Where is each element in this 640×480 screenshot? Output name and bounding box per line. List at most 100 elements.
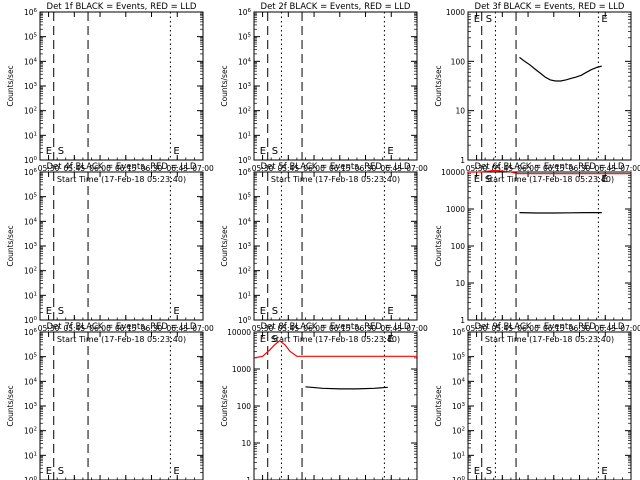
series-line bbox=[305, 386, 388, 390]
x-tick-label: 05:30 bbox=[38, 324, 60, 333]
saa-label: S bbox=[272, 146, 278, 157]
eclipse-end-label: E bbox=[173, 466, 179, 477]
y-tick-label: 102 bbox=[238, 267, 251, 276]
saa-label: S bbox=[486, 466, 492, 477]
plot-frame bbox=[253, 11, 418, 161]
y-tick-label: 101 bbox=[238, 291, 251, 300]
y-tick-label: 104 bbox=[24, 217, 38, 226]
y-tick-label: 106 bbox=[452, 328, 466, 337]
y-tick-label: 103 bbox=[24, 82, 38, 91]
x-tick-label: 06:00 bbox=[303, 164, 325, 173]
y-axis-label: Counts/sec bbox=[6, 65, 15, 106]
y-tick-label: 100 bbox=[451, 57, 466, 66]
y-tick-label: 105 bbox=[24, 353, 38, 362]
x-axis-label: Start Time (17-Feb-18 05:23:40) bbox=[271, 175, 400, 184]
y-tick-label: 103 bbox=[24, 402, 38, 411]
eclipse-end-label: E bbox=[601, 466, 607, 477]
x-axis-label: Start Time (17-Feb-18 05:23:40) bbox=[57, 335, 186, 344]
plot-frame bbox=[39, 171, 204, 321]
eclipse-start-label: E bbox=[260, 306, 266, 317]
eclipse-end-label: E bbox=[387, 146, 393, 157]
y-tick-label: 1000 bbox=[232, 365, 251, 374]
y-tick-label: 106 bbox=[24, 8, 38, 17]
saa-label: S bbox=[58, 146, 64, 157]
x-tick-label: 06:15 bbox=[115, 324, 137, 333]
x-tick-label: 07:00 bbox=[192, 164, 214, 173]
y-tick-label: 103 bbox=[452, 402, 466, 411]
x-tick-label: 05:30 bbox=[38, 164, 60, 173]
x-tick-label: 07:00 bbox=[406, 164, 428, 173]
y-tick-label: 102 bbox=[452, 427, 465, 436]
y-tick-label: 10 bbox=[455, 279, 465, 288]
x-tick-label: 05:45 bbox=[492, 164, 514, 173]
x-tick-label: 06:30 bbox=[355, 324, 377, 333]
y-tick-label: 10 bbox=[455, 107, 465, 116]
x-tick-label: 06:00 bbox=[303, 324, 325, 333]
y-tick-label: 10000 bbox=[227, 328, 251, 337]
y-tick-label: 1 bbox=[460, 316, 465, 325]
x-tick-label: 06:15 bbox=[115, 164, 137, 173]
chart-title: Det 1f BLACK = Events, RED = LLD bbox=[47, 2, 197, 12]
panel-det-2f: Det 2f BLACK = Events, RED = LLD 05:30 05:… bbox=[220, 2, 428, 184]
y-tick-label: 101 bbox=[24, 131, 37, 140]
y-axis-label: Counts/sec bbox=[220, 225, 229, 266]
eclipse-start-label: E bbox=[474, 466, 480, 477]
eclipse-start-label: E bbox=[46, 466, 52, 477]
chart-title: Det 6f BLACK = Events, RED = LLD bbox=[475, 162, 625, 172]
y-tick-label: 100 bbox=[24, 476, 38, 480]
y-tick-label: 104 bbox=[238, 57, 252, 66]
x-tick-label: 06:30 bbox=[141, 164, 163, 173]
saa-label: S bbox=[486, 174, 492, 185]
x-axis-label: Start Time (17-Feb-18 05:23:40) bbox=[271, 335, 400, 344]
x-tick-label: 07:00 bbox=[406, 324, 428, 333]
y-axis-label: Counts/sec bbox=[6, 225, 15, 266]
x-tick-label: 06:15 bbox=[543, 164, 565, 173]
plot-frame bbox=[467, 331, 632, 480]
y-axis-label: Counts/sec bbox=[220, 385, 229, 426]
saa-label: S bbox=[272, 334, 278, 345]
x-tick-label: 05:30 bbox=[252, 164, 274, 173]
x-tick-label: 06:00 bbox=[89, 324, 111, 333]
y-axis-label: Counts/sec bbox=[6, 385, 15, 426]
y-tick-label: 103 bbox=[238, 82, 252, 91]
eclipse-end-label: E bbox=[387, 306, 393, 317]
plot-frame bbox=[253, 331, 418, 480]
chart-title: Det 4f BLACK = Events, RED = LLD bbox=[47, 162, 197, 172]
x-tick-label: 06:15 bbox=[543, 324, 565, 333]
x-tick-label: 05:45 bbox=[64, 164, 86, 173]
y-tick-label: 106 bbox=[24, 168, 38, 177]
x-tick-label: 06:15 bbox=[329, 324, 351, 333]
y-axis-label: Counts/sec bbox=[434, 65, 443, 106]
y-tick-label: 1 bbox=[246, 476, 251, 480]
x-tick-label: 06:30 bbox=[355, 164, 377, 173]
eclipse-start-label: E bbox=[260, 146, 266, 157]
y-tick-label: 105 bbox=[24, 193, 38, 202]
plot-frame bbox=[39, 331, 204, 480]
y-tick-label: 1000 bbox=[446, 205, 465, 214]
x-tick-label: 07:00 bbox=[620, 164, 640, 173]
chart-title: Det 7f BLACK = Events, RED = LLD bbox=[47, 322, 197, 332]
y-axis-label: Counts/sec bbox=[434, 225, 443, 266]
saa-label: S bbox=[486, 14, 492, 25]
y-tick-label: 100 bbox=[238, 156, 252, 165]
y-tick-label: 100 bbox=[24, 156, 38, 165]
x-tick-label: 06:45 bbox=[594, 164, 616, 173]
x-axis-label: Start Time (17-Feb-18 05:23:40) bbox=[485, 335, 614, 344]
series-line bbox=[253, 340, 417, 359]
x-tick-label: 05:45 bbox=[492, 324, 514, 333]
saa-label: S bbox=[58, 306, 64, 317]
x-tick-label: 06:30 bbox=[141, 324, 163, 333]
x-tick-label: 06:45 bbox=[166, 164, 188, 173]
x-tick-label: 05:45 bbox=[278, 324, 300, 333]
plot-frame bbox=[253, 171, 418, 321]
plot-frame bbox=[467, 11, 632, 161]
x-tick-label: 06:45 bbox=[380, 324, 402, 333]
eclipse-end-label: E bbox=[173, 306, 179, 317]
x-tick-label: 06:45 bbox=[380, 164, 402, 173]
series-line bbox=[519, 56, 602, 82]
